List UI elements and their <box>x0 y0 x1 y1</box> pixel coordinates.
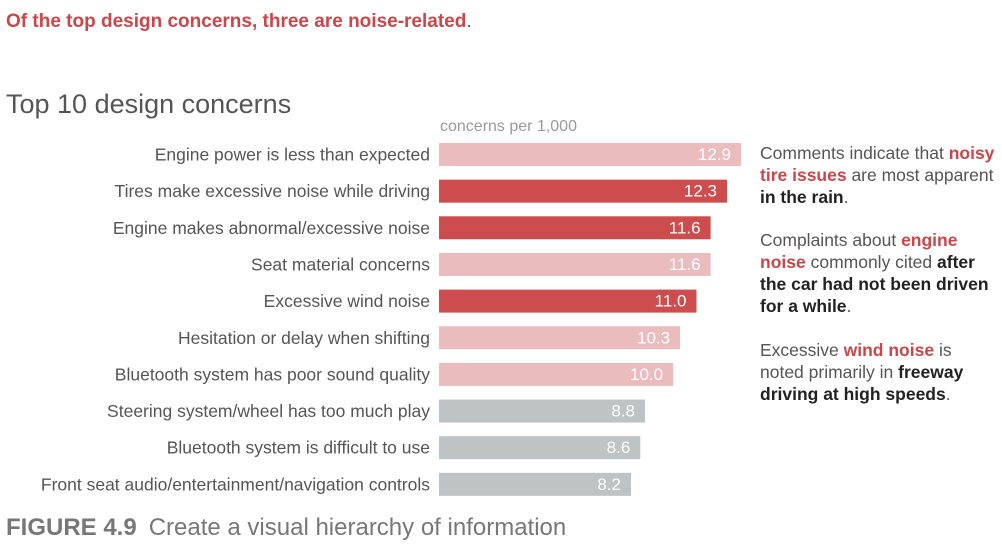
bar-engine-makes-abnormal-excessive-noise <box>439 216 711 240</box>
annotation-engine-text-2: commonly cited <box>805 252 938 272</box>
bar-tires-make-excessive-noise-while-driving <box>439 179 727 203</box>
bar-excessive-wind-noise <box>439 289 697 313</box>
value-label: 11.6 <box>669 255 701 274</box>
bar-hesitation-or-delay-when-shifting <box>439 326 681 350</box>
annotation-wind-highlight: wind noise <box>843 340 935 360</box>
annotation-wind-period: . <box>945 384 951 404</box>
value-label: 8.2 <box>597 475 621 494</box>
category-label: Front seat audio/entertainment/navigatio… <box>41 474 430 494</box>
category-label: Engine makes abnormal/excessive noise <box>113 218 430 238</box>
annotation-tires: Comments indicate that noisy tire issues… <box>760 142 996 208</box>
chart-title: Top 10 design concerns <box>6 89 292 119</box>
value-label: 11.0 <box>655 292 687 311</box>
bar-steering-system-wheel-has-too-much-play <box>439 399 645 423</box>
value-label: 10.3 <box>637 328 670 347</box>
headline: Of the top design concerns, three are no… <box>6 11 472 33</box>
category-label: Engine power is less than expected <box>155 145 430 165</box>
annotation-wind-text-1: Excessive <box>760 340 844 360</box>
category-label: Hesitation or delay when shifting <box>178 328 430 348</box>
headline-period: . <box>466 11 472 32</box>
value-label: 12.9 <box>698 145 731 164</box>
figure-label: FIGURE 4.9 <box>6 514 137 541</box>
bar-seat-material-concerns <box>439 252 711 276</box>
annotation-wind: Excessive wind noise is noted primarily … <box>760 339 996 405</box>
annotation-tires-period: . <box>843 187 849 207</box>
value-label: 8.8 <box>611 402 635 421</box>
annotation-engine-emphasis: after the car had not been driven for a … <box>760 252 989 316</box>
annotation-tires-highlight: noisy tire issues <box>760 143 995 185</box>
annotation-tires-emphasis: in the rain <box>760 187 844 207</box>
annotation-tires-text-1: Comments indicate that <box>760 143 949 163</box>
headline-text: Of the top design concerns, three are no… <box>6 11 467 32</box>
bar-bluetooth-system-has-poor-sound-quality <box>439 362 674 386</box>
annotation-engine-highlight: engine noise <box>760 230 958 272</box>
figure-caption-text: Create a visual hierarchy of information <box>148 514 567 541</box>
value-label: 12.3 <box>684 182 717 201</box>
bar-bluetooth-system-is-difficult-to-use <box>439 436 641 460</box>
annotation-engine-period: . <box>846 296 852 316</box>
value-label: 8.6 <box>607 438 631 457</box>
value-label: 10.0 <box>630 365 663 384</box>
bar-engine-power-is-less-than-expected <box>439 143 741 166</box>
category-label: Steering system/wheel has too much play <box>107 401 430 421</box>
annotation-engine-text-1: Complaints about <box>760 230 902 250</box>
figure-caption: FIGURE 4.9 Create a visual hierarchy of i… <box>6 514 566 542</box>
category-label: Tires make excessive noise while driving <box>115 181 430 201</box>
category-label: Bluetooth system is difficult to use <box>167 438 430 458</box>
category-label: Seat material concerns <box>251 254 430 274</box>
category-label: Bluetooth system has poor sound quality <box>115 364 430 384</box>
annotation-wind-emphasis: freeway driving at high speeds <box>760 362 964 404</box>
bar-front-seat-audio-entertainment-navigation-controls <box>439 472 631 496</box>
annotation-wind-text-2: is noted primarily in <box>760 340 952 382</box>
annotation-tires-text-2: are most apparent <box>846 165 994 185</box>
axis-caption: concerns per 1,000 <box>440 118 577 135</box>
annotation-engine: Complaints about engine noise commonly c… <box>760 229 996 317</box>
category-label: Excessive wind noise <box>264 291 430 311</box>
value-label: 11.6 <box>669 218 701 237</box>
